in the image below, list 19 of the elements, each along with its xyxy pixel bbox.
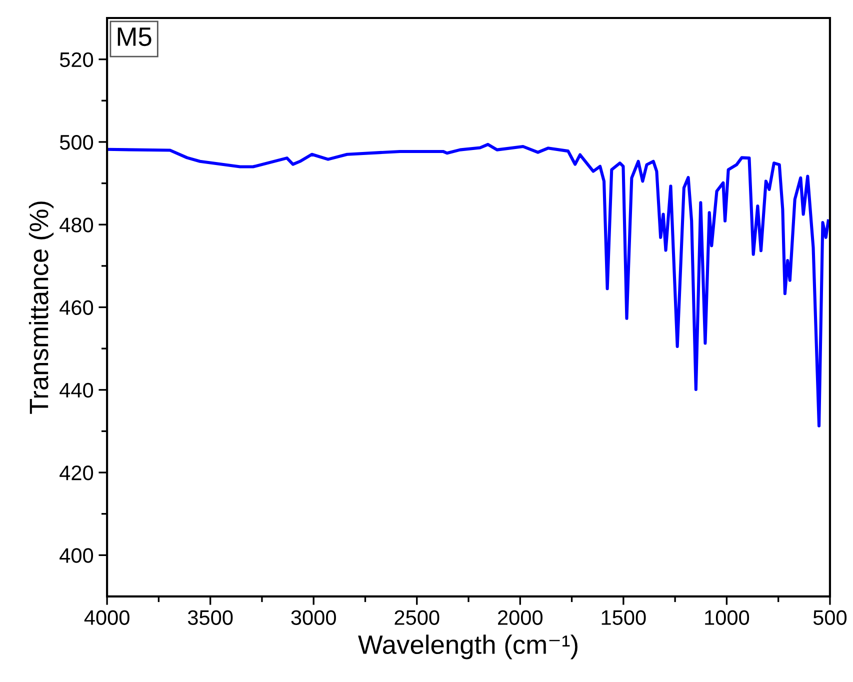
y-tick-label: 500 (60, 134, 94, 150)
y-tick-label: 440 (60, 382, 94, 398)
x-tick-label: 3000 (291, 610, 336, 625)
x-tick-label: 1000 (705, 610, 750, 625)
x-tick-label: 500 (813, 610, 847, 625)
y-tick-label: 460 (60, 300, 94, 315)
y-tick-label: 400 (60, 548, 94, 563)
y-tick-label: 420 (60, 466, 94, 480)
x-tick-label: 1500 (602, 610, 646, 625)
line-series (107, 142, 830, 428)
y-axis-title: Transmittance (%) (28, 202, 54, 414)
x-axis-title: Wavelength (cm⁻¹) (358, 634, 578, 660)
x-tick-label: 2000 (498, 610, 543, 625)
x-tick-label: 3500 (188, 610, 233, 625)
y-tick-label: 480 (60, 218, 94, 232)
x-tick-label: 4000 (84, 610, 130, 625)
x-tick-label: 2500 (394, 610, 440, 625)
annotation: M5 (118, 28, 152, 46)
y-tick-label: 520 (60, 52, 94, 68)
